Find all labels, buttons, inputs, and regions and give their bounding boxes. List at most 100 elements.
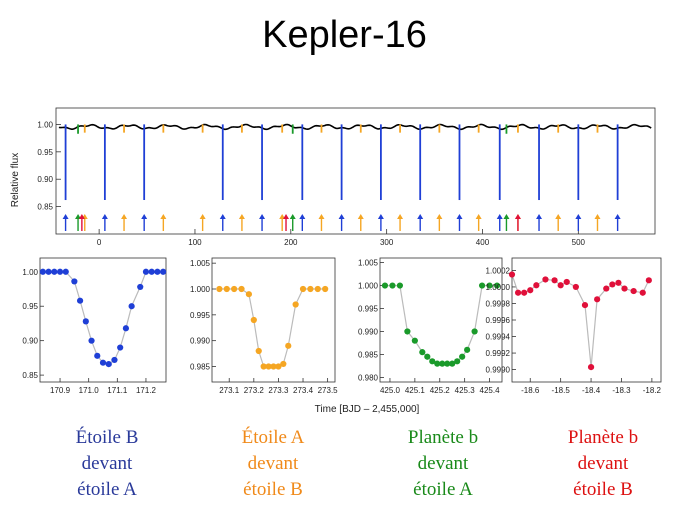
panel-3-frame [379,257,503,383]
panel-2-data-point [216,285,223,293]
caption-star-b-front: Étoile B devant étoile A [32,425,182,503]
panel-4-y-tick-label: 0.9996 [486,316,511,325]
panel-3-x-tick-label: 425.1 [405,386,426,395]
caption-line: Planète b [407,427,479,448]
panel-2-data-point [270,363,277,370]
panel-2-y-tick-label: 0.985 [190,363,211,372]
panel-4-data-point [551,277,558,284]
panel-4-data-point [639,289,646,296]
panel-1-data-point [56,268,64,275]
panel-4-data-point [542,276,549,283]
panel-1-data-point [99,359,107,366]
x-axis-label: Time [BJD – 2,455,000] [315,404,420,415]
panel-3-y-tick-label: 0.980 [358,373,379,382]
eclipse-star-b-arrow-head [101,214,108,219]
eclipse-star-b-arrow-head [456,214,463,219]
panel-3-data-point [459,353,466,360]
panel-3-x-tick-label: 425.0 [380,386,401,395]
panel-2-data-point [307,285,314,293]
eclipse-star-b-arrow-head [536,214,543,219]
eclipse-star-a-arrow-head [318,214,325,219]
panel-1-y-tick-label: 0.90 [22,337,38,346]
main-plot-frame [55,107,656,235]
caption-planet-over-a: Planète b devant étoile A [368,425,518,503]
panel-2-x-tick-label: 273.4 [293,386,314,395]
panel-1-x-tick-label: 171.0 [79,386,100,395]
panel-4-data-point [587,364,595,371]
panel-4-data-point [603,285,610,292]
eclipse-star-a-arrow-head [238,214,245,219]
panel-3-data-point [444,360,451,367]
panel-1-data-point [88,337,95,344]
planet-transit-a-arrow-head [503,214,510,219]
caption-line: Étoile A [241,427,305,448]
x-tick-label: 100 [188,238,202,247]
panel-3-data-point [381,282,389,289]
planet-transit-b-arrow-head [283,214,290,219]
panel-1-data-point [142,268,150,275]
x-tick-label: 400 [476,238,490,247]
panel-4-x-tick-label: -18.6 [521,386,540,395]
panel-4-x-tick-label: -18.4 [582,386,601,395]
panel-3-data-point [493,282,501,289]
panel-4-data-point [609,281,616,288]
panel-4-data-point [630,287,637,295]
eclipse-star-a-arrow-head [357,214,364,219]
panel-2-data-point [314,285,321,293]
panel-1-data-point [71,278,78,285]
eclipse-star-b-arrow-head [299,214,306,219]
eclipse-star-a-arrow-head [397,214,404,219]
panel-1-data-point [111,356,118,364]
panel-4-data-point [521,289,528,296]
panel-4-x-tick-label: -18.3 [612,386,631,395]
x-tick-label: 0 [97,238,102,247]
panel-4-data-point [557,282,564,289]
panel-3-data-point [411,337,418,344]
panel-1-data-point [148,268,155,275]
panel-2-y-tick-label: 1.000 [190,285,211,294]
panel-1-data-point [39,268,46,275]
caption-line: devant [577,453,629,474]
caption-line: étoile B [243,479,303,500]
panel-2-data-point [223,285,230,293]
caption-planet-over-b: Planète b devant étoile B [528,425,678,503]
panel-3-data-point [389,282,396,289]
y-tick-label: 1.00 [37,120,53,129]
panel-2-data-point [275,363,282,370]
panel-3-fit-line [385,285,497,365]
panel-3-data-point [449,360,456,367]
panel-2-data-point [322,285,329,293]
panel-3-x-tick-label: 425.2 [430,386,451,395]
panel-4-y-tick-label: 1.0000 [486,283,511,292]
y-tick-label: 0.90 [37,175,53,184]
panel-4-data-point [514,289,522,296]
panel-1-data-point [128,303,135,310]
x-tick-label: 500 [572,238,586,247]
panel-3-data-point [424,353,431,360]
panel-2-y-tick-label: 1.005 [190,259,211,268]
caption-line: devant [247,453,299,474]
caption-line: étoile A [77,479,137,500]
eclipse-star-b-arrow-head [575,214,582,219]
panel-2-fit-line [219,288,326,368]
panel-1-frame [39,257,167,383]
panel-2-y-tick-label: 0.995 [190,311,211,320]
panel-1-data-point [94,352,101,359]
eclipse-star-a-arrow-head [436,214,443,219]
panel-2-y-tick-label: 0.990 [190,337,211,346]
planet-transit-b-arrow-head [78,214,85,219]
panel-4-data-point [645,277,652,284]
panel-4-y-tick-label: 0.9990 [486,366,511,375]
panel-1-data-point [76,297,84,304]
eclipse-star-a-arrow-head [594,214,601,219]
eclipse-star-b-arrow-head [219,214,226,219]
panel-3-data-point [454,358,461,365]
page-title: Kepler-16 [262,14,427,56]
panel-4-data-point [615,279,622,286]
panel-3-y-tick-label: 0.995 [358,305,379,314]
panel-4-x-tick-label: -18.2 [643,386,662,395]
panel-2-data-point [250,316,257,324]
eclipse-star-a-arrow-head [475,214,482,219]
eclipse-star-b-arrow-head [338,214,345,219]
panel-2-data-point [231,285,238,293]
